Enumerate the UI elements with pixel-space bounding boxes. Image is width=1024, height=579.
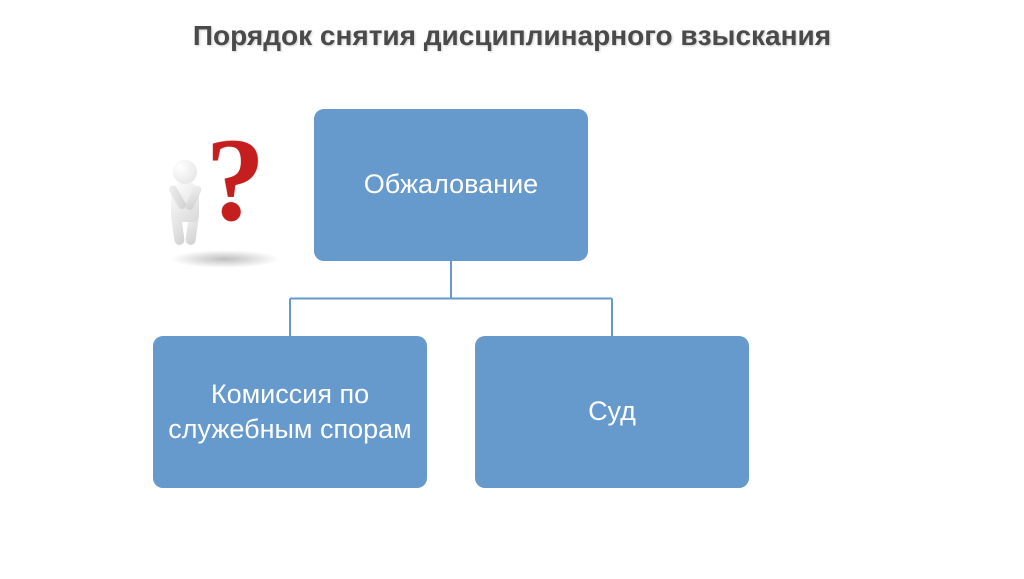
node-child1: Комиссия по служебным спорам bbox=[153, 336, 427, 488]
node-child1-label: Комиссия по служебным спорам bbox=[163, 377, 417, 447]
tree-connectors bbox=[0, 0, 1024, 579]
node-child2: Суд bbox=[475, 336, 749, 488]
node-root: Обжалование bbox=[314, 109, 588, 261]
node-root-label: Обжалование bbox=[364, 167, 538, 202]
node-child2-label: Суд bbox=[588, 394, 636, 429]
